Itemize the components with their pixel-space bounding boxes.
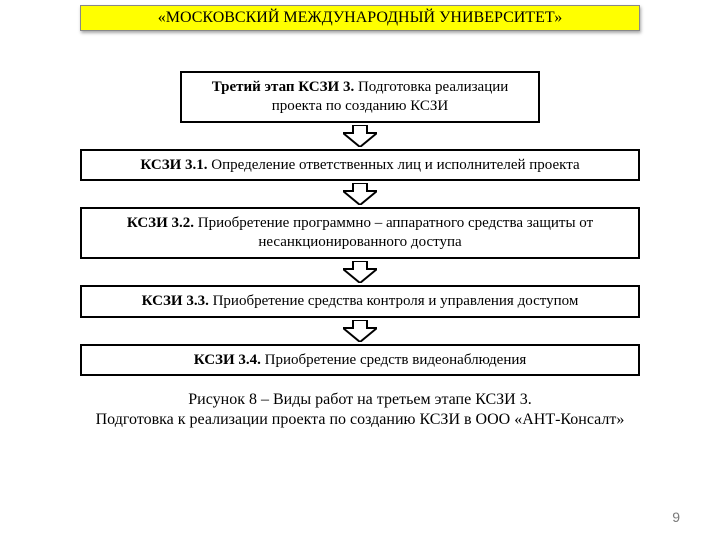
flow-node-4: КСЗИ 3.4. Приобретение средств видеонабл… — [80, 344, 640, 377]
arrow-icon — [343, 320, 377, 342]
flow-node-3-rest: Приобретение средства контроля и управле… — [209, 293, 579, 309]
arrow-icon — [343, 183, 377, 205]
arrow-icon — [343, 261, 377, 283]
flow-node-3-bold: КСЗИ 3.3. — [142, 293, 209, 309]
flow-node-4-bold: КСЗИ 3.4. — [194, 352, 261, 368]
flow-node-0-bold: Третий этап КСЗИ 3. — [212, 79, 355, 95]
header-title: «МОСКОВСКИЙ МЕЖДУНАРОДНЫЙ УНИВЕРСИТЕТ» — [158, 9, 562, 26]
arrow-icon — [343, 125, 377, 147]
flow-node-2-rest: Приобретение программно – аппаратного ср… — [194, 215, 593, 250]
caption-line-2: Подготовка к реализации проекта по созда… — [50, 410, 670, 430]
flow-node-1-bold: КСЗИ 3.1. — [140, 157, 207, 173]
caption-line-1: Рисунок 8 – Виды работ на третьем этапе … — [50, 390, 670, 410]
flow-node-2: КСЗИ 3.2. Приобретение программно – аппа… — [80, 207, 640, 259]
flow-node-1: КСЗИ 3.1. Определение ответственных лиц … — [80, 149, 640, 182]
flow-node-4-rest: Приобретение средств видеонаблюдения — [261, 352, 526, 368]
page-number: 9 — [672, 509, 680, 525]
flowchart: Третий этап КСЗИ 3. Подготовка реализаци… — [80, 71, 640, 376]
flow-node-0: Третий этап КСЗИ 3. Подготовка реализаци… — [180, 71, 540, 123]
figure-caption: Рисунок 8 – Виды работ на третьем этапе … — [50, 390, 670, 430]
flow-node-1-rest: Определение ответственных лиц и исполнит… — [208, 157, 580, 173]
flow-node-2-bold: КСЗИ 3.2. — [127, 215, 194, 231]
header-bar: «МОСКОВСКИЙ МЕЖДУНАРОДНЫЙ УНИВЕРСИТЕТ» — [80, 5, 640, 31]
flow-node-3: КСЗИ 3.3. Приобретение средства контроля… — [80, 285, 640, 318]
